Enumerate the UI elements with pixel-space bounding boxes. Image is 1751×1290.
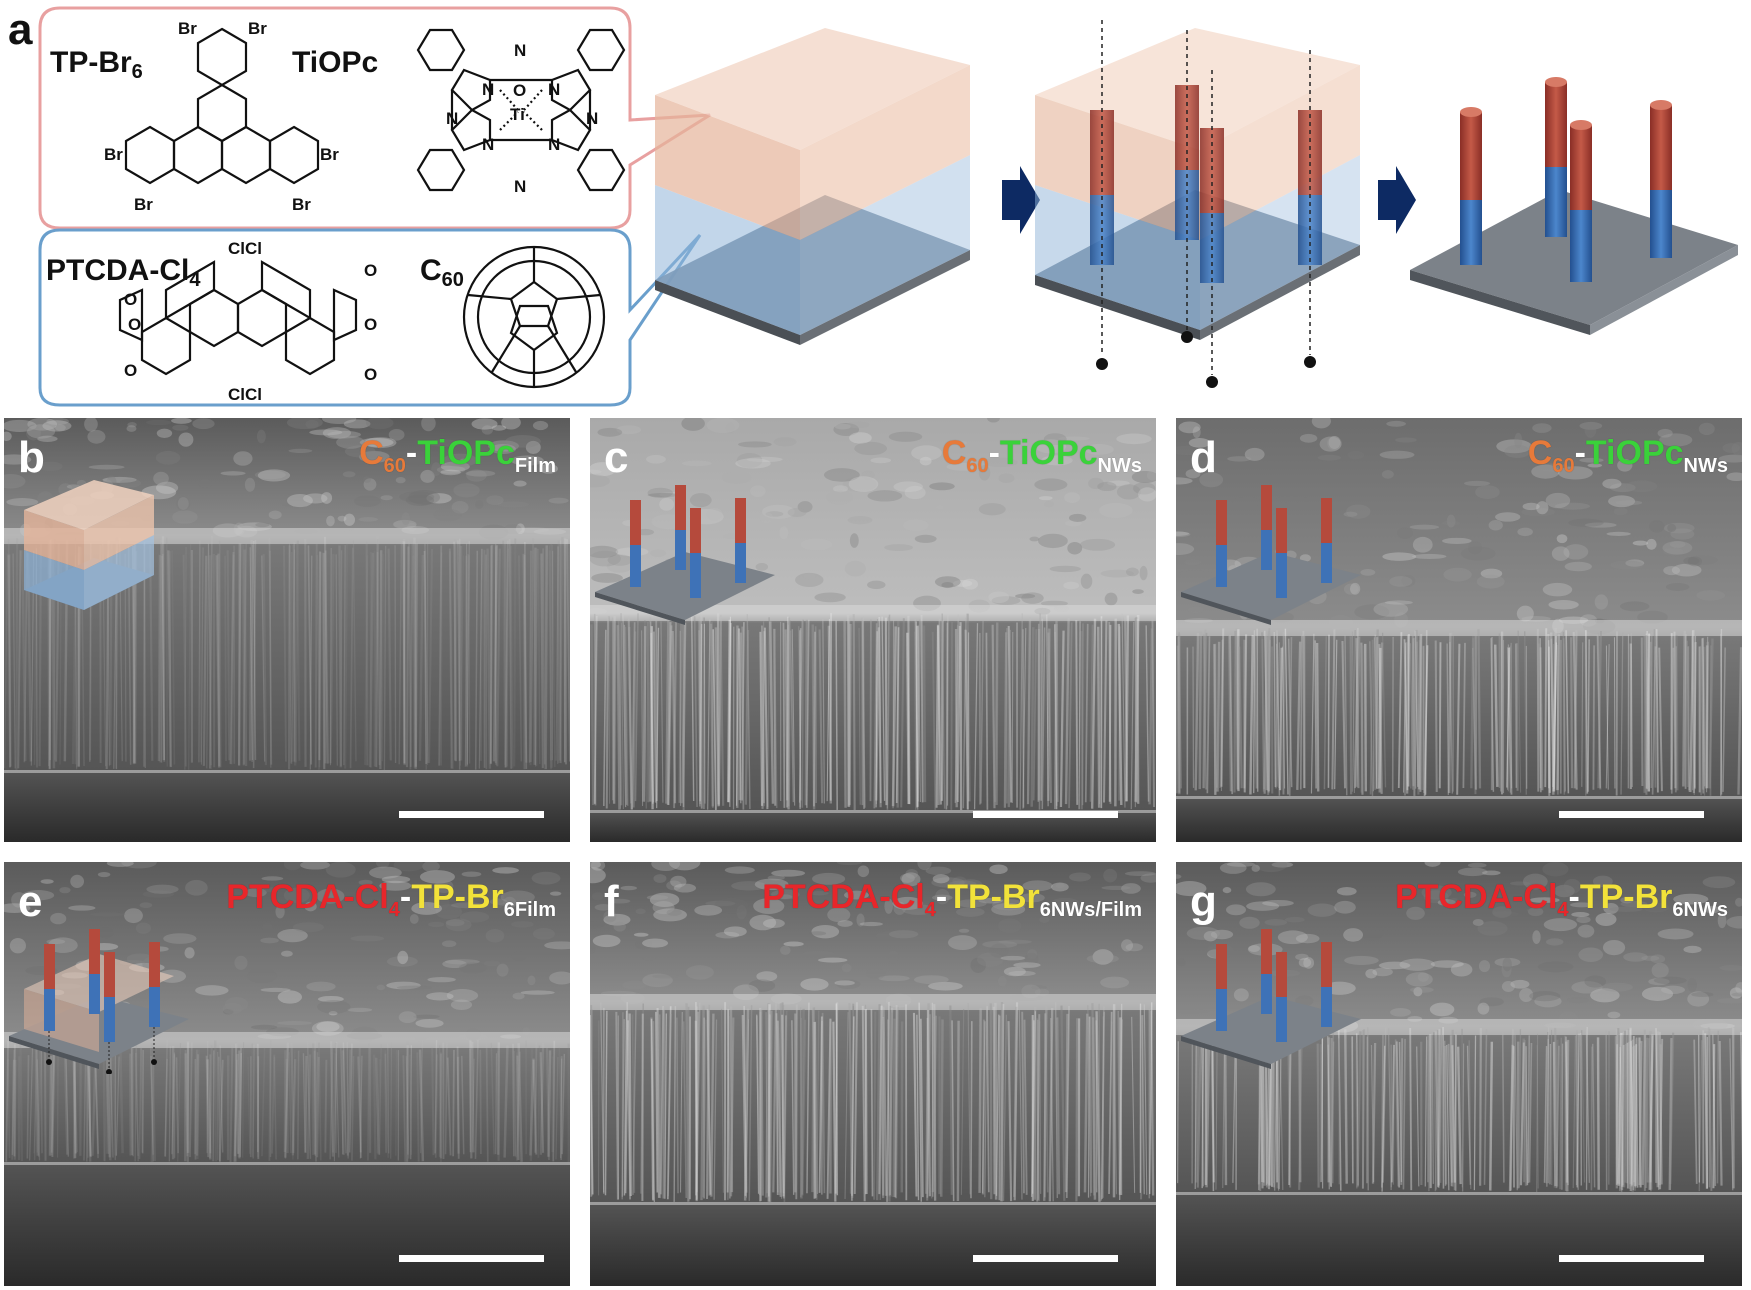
panel-letter: d [1190,433,1217,482]
scale-bar [1559,811,1704,818]
sample-label: C60-TiOPcNWs [941,434,1142,477]
molecule-structures: Br Br Br Br Br Br N N N N N N N N O Ti [104,19,626,404]
atom-n: N [514,41,526,60]
scale-bar [973,811,1118,818]
sample-label: PTCDA-Cl4-TP-Br6NWs/Film [762,878,1142,921]
atom-clcl: ClCl [228,239,262,258]
sample-label: PTCDA-Cl4-TP-Br6Film [226,878,556,921]
atom-n: N [548,80,560,99]
tiopc-structure [416,28,626,192]
atom-o: O [364,261,377,280]
fabrication-schematic [655,20,1738,388]
acceptor-callout-box [38,6,711,230]
inset-schematic [595,485,775,625]
atom-br: Br [292,195,311,214]
panel-letter: g [1190,877,1217,926]
sem-panel-b: b C60-TiOPcFilm [4,418,570,842]
sem-panel-e: e PTCDA-Cl4-TP-Br6Film [4,862,570,1286]
scale-bar [399,811,544,818]
c60-label: C60 [420,254,464,291]
sem-panel-f: f PTCDA-Cl4-TP-Br6NWs/Film [590,862,1156,1286]
atom-br: Br [104,145,123,164]
sample-label: C60-TiOPcNWs [1527,434,1728,477]
stacked-film-diagram [655,28,970,345]
atom-ti: Ti [510,105,525,124]
atom-n: N [548,135,560,154]
tp-br6-structure [124,27,320,185]
nanowires-in-film [1090,20,1322,388]
atom-br: Br [320,145,339,164]
atom-o: O [364,365,377,384]
scale-bar [1559,1255,1704,1262]
panel-letter: b [18,433,45,482]
atom-n: N [482,135,494,154]
scale-bar [973,1255,1118,1262]
atom-n: N [482,80,494,99]
atom-br: Br [248,19,267,38]
molecule-callout-boxes [38,6,711,407]
sample-label: C60-TiOPcFilm [359,434,556,477]
sem-panel-g: g PTCDA-Cl4-TP-Br6NWs [1176,862,1742,1286]
c60-structure [462,245,606,389]
panel-letter: f [604,877,619,926]
process-arrow-icon [1002,166,1040,234]
sem-panel-c: c C60-TiOPcNWs [590,418,1156,842]
atom-br: Br [134,195,153,214]
panel-letter: e [18,877,43,926]
tp-br6-label: TP-Br6 [50,46,143,83]
atom-clcl: ClCl [228,385,262,404]
atom-n: N [586,109,598,128]
etching-diagram [1035,28,1360,340]
inset-schematic [24,480,154,610]
nanowire-array-diagram [1410,77,1738,335]
donor-callout-box [38,228,702,407]
atom-o: O [124,290,137,309]
inset-schematic [1181,929,1361,1069]
atom-o: O [128,315,141,334]
inset-schematic [1181,485,1361,625]
atom-n: N [446,109,458,128]
panel-letter: c [604,433,629,482]
atom-br: Br [178,19,197,38]
process-arrow-icon [1378,166,1416,234]
atom-o: O [124,361,137,380]
inset-schematic [9,929,189,1074]
atom-o: O [513,81,526,100]
atom-o: O [364,315,377,334]
sem-panel-d: d C60-TiOPcNWs [1176,418,1742,842]
scale-bar [399,1255,544,1262]
tiopc-label: TiOPc [292,46,379,79]
ptcda-cl4-structure [118,260,358,376]
sample-label: PTCDA-Cl4-TP-Br6NWs [1394,878,1728,921]
atom-n: N [514,177,526,196]
panel-a-letter: a [8,5,33,54]
ptcda-cl4-label: PTCDA-Cl4 [46,254,201,291]
